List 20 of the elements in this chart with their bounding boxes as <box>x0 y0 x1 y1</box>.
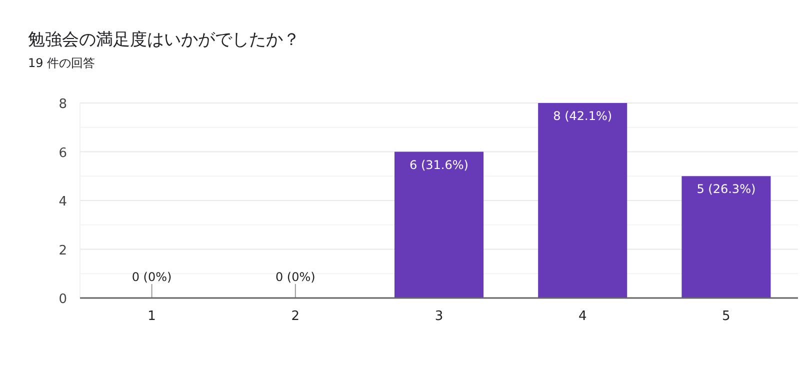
bar <box>682 176 771 298</box>
data-label: 0 (0%) <box>275 270 316 284</box>
y-tick-label: 8 <box>58 97 67 112</box>
bar <box>394 152 484 298</box>
x-tick-label: 3 <box>434 309 444 324</box>
y-tick-label: 2 <box>58 243 67 258</box>
y-tick-label: 4 <box>58 194 67 210</box>
chart-title: 勉強会の満足度はいかがでしたか？ <box>28 30 300 50</box>
x-tick-label: 5 <box>722 309 730 324</box>
data-label: 5 (26.3%) <box>696 182 756 196</box>
y-tick-label: 0 <box>58 292 67 307</box>
data-label: 0 (0%) <box>132 270 172 284</box>
data-label: 8 (42.1%) <box>553 109 612 123</box>
chart-subtitle: 19 件の回答 <box>28 56 96 70</box>
bar <box>538 103 628 298</box>
y-tick-label: 6 <box>58 146 67 161</box>
data-label: 6 (31.6%) <box>410 158 468 172</box>
x-tick-label: 1 <box>148 309 156 324</box>
x-tick-label: 2 <box>291 309 300 324</box>
x-tick-label: 4 <box>578 309 587 324</box>
